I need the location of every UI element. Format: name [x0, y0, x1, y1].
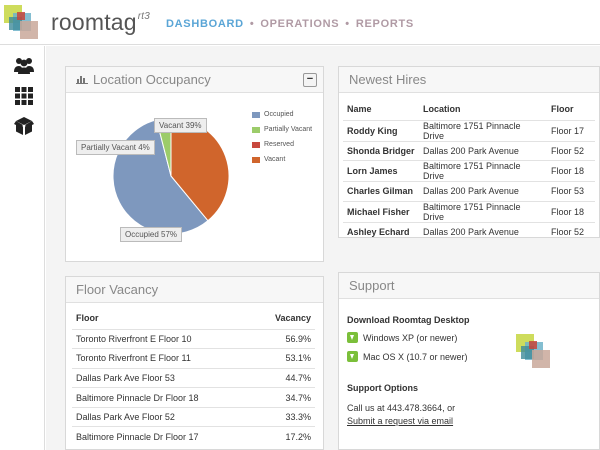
- column-header-floor: Floor: [76, 312, 99, 323]
- hire-name: Charles Gilman: [343, 181, 419, 202]
- legend-swatch: [252, 126, 260, 133]
- support-panel: Support Download Roomtag Desktop Windows…: [338, 272, 600, 450]
- legend-item: Occupied: [252, 107, 312, 122]
- brand-name[interactable]: roomtagrt3: [51, 9, 151, 35]
- hire-name: Ashley Echard: [343, 221, 419, 242]
- top-header: roomtagrt3 DASHBOARD • OPERATIONS • REPORTS: [0, 0, 600, 45]
- table-row[interactable]: Michael Fisher Baltimore 1751 Pinnacle Dr…: [343, 200, 595, 223]
- callout-partially-vacant: Partially Vacant 4%: [76, 140, 155, 155]
- collapse-button[interactable]: −: [303, 73, 317, 87]
- panel-title: Floor Vacancy: [76, 282, 159, 297]
- floor-name: Toronto Riverfront E Floor 11: [72, 348, 254, 369]
- hire-location: Dallas 200 Park Avenue: [419, 181, 547, 202]
- sidebar: [0, 46, 45, 450]
- hire-floor: Floor 18: [547, 160, 595, 182]
- download-heading: Download Roomtag Desktop: [347, 315, 470, 325]
- table-row[interactable]: Shonda Bridger Dallas 200 Park Avenue Floo…: [343, 140, 595, 161]
- hire-location: Dallas 200 Park Avenue: [419, 221, 547, 242]
- hire-floor: Floor 52: [547, 221, 595, 242]
- callout-vacant: Vacant 39%: [154, 118, 207, 133]
- table-row[interactable]: Charles Gilman Dallas 200 Park Avenue Floo…: [343, 181, 595, 202]
- floor-vacancy-panel: Floor Vacancy Floor Vacancy Toronto Rive…: [65, 276, 324, 450]
- floor-name: Baltimore Pinnacle Dr Floor 18: [72, 387, 254, 408]
- panel-header: Support: [339, 273, 599, 299]
- panel-header: Floor Vacancy: [66, 277, 323, 303]
- column-header-floor: Floor: [551, 103, 574, 114]
- legend-item: Reserved: [252, 137, 312, 152]
- newest-hires-panel: Newest Hires Name Location Floor Roddy K…: [338, 66, 600, 242]
- column-header-vacancy: Vacancy: [274, 312, 311, 323]
- dashboard-content: Location Occupancy − Occupied Partially …: [46, 46, 600, 450]
- hire-name: Michael Fisher: [343, 200, 419, 223]
- vacancy-value: 56.9%: [253, 328, 315, 349]
- floor-name: Toronto Riverfront E Floor 10: [72, 328, 254, 349]
- legend-item: Partially Vacant: [252, 122, 312, 137]
- column-header-location: Location: [423, 103, 461, 114]
- table-row[interactable]: Roddy King Baltimore 1751 Pinnacle Drive F…: [343, 119, 595, 141]
- download-windows-link[interactable]: Windows XP (or newer): [363, 333, 458, 343]
- vacancy-table: Floor Vacancy Toronto Riverfront E Floor…: [72, 307, 315, 447]
- submit-request-link[interactable]: Submit a request via email: [347, 416, 454, 426]
- column-header-name: Name: [347, 103, 372, 114]
- nav-dashboard[interactable]: DASHBOARD: [166, 18, 244, 30]
- hire-location: Dallas 200 Park Avenue: [419, 140, 547, 161]
- table-row[interactable]: Baltimore Pinnacle Dr Floor 17 17.2%: [72, 426, 315, 447]
- nav-operations[interactable]: OPERATIONS: [260, 18, 340, 30]
- panel-title: Newest Hires: [349, 72, 427, 87]
- nav-reports[interactable]: REPORTS: [355, 18, 414, 30]
- people-icon[interactable]: [13, 55, 35, 77]
- hire-floor: Floor 53: [547, 181, 595, 202]
- vacancy-value: 34.7%: [253, 387, 315, 408]
- roomtag-logo[interactable]: [4, 4, 46, 40]
- table-row[interactable]: Baltimore Pinnacle Dr Floor 18 34.7%: [72, 387, 315, 408]
- hire-floor: Floor 17: [547, 119, 595, 141]
- vacancy-value: 17.2%: [253, 426, 315, 447]
- hires-table: Name Location Floor Roddy King Baltimore …: [343, 98, 595, 242]
- download-icon[interactable]: [347, 351, 358, 362]
- download-mac-link[interactable]: Mac OS X (10.7 or newer): [363, 352, 468, 362]
- floor-name: Dallas Park Ave Floor 52: [72, 406, 254, 427]
- table-row[interactable]: Dallas Park Ave Floor 53 44.7%: [72, 367, 315, 388]
- floor-name: Dallas Park Ave Floor 53: [72, 367, 254, 388]
- table-row[interactable]: Dallas Park Ave Floor 52 33.3%: [72, 406, 315, 427]
- hire-location: Baltimore 1751 Pinnacle Drive: [419, 200, 547, 223]
- vacancy-value: 44.7%: [253, 367, 315, 388]
- legend-item: Vacant: [252, 152, 312, 167]
- box-icon[interactable]: [13, 115, 35, 137]
- hire-floor: Floor 18: [547, 200, 595, 223]
- panel-header: Location Occupancy −: [66, 67, 323, 93]
- panel-title: Support: [349, 278, 395, 293]
- download-icon[interactable]: [347, 332, 358, 343]
- hire-name: Roddy King: [343, 119, 419, 141]
- table-row[interactable]: Toronto Riverfront E Floor 10 56.9%: [72, 328, 315, 349]
- vacancy-value: 33.3%: [253, 406, 315, 427]
- main-nav: DASHBOARD • OPERATIONS • REPORTS: [166, 18, 414, 30]
- bar-chart-icon: [76, 76, 88, 84]
- hire-name: Shonda Bridger: [343, 140, 419, 161]
- brand-version: rt3: [137, 11, 151, 22]
- floor-name: Baltimore Pinnacle Dr Floor 17: [72, 426, 254, 447]
- legend-swatch: [252, 156, 260, 163]
- table-row[interactable]: Ashley Echard Dallas 200 Park Avenue Floor…: [343, 221, 595, 242]
- panel-title: Location Occupancy: [93, 72, 211, 87]
- panel-header: Newest Hires: [339, 67, 599, 93]
- grid-icon[interactable]: [13, 85, 35, 107]
- table-row[interactable]: Toronto Riverfront E Floor 11 53.1%: [72, 348, 315, 369]
- hire-floor: Floor 52: [547, 140, 595, 161]
- hire-name: Lorn James: [343, 160, 419, 182]
- vacancy-value: 53.1%: [253, 348, 315, 369]
- roomtag-desktop-logo: [516, 334, 550, 368]
- table-row[interactable]: Lorn James Baltimore 1751 Pinnacle Drive F…: [343, 160, 595, 182]
- callout-occupied: Occupied 57%: [120, 227, 183, 242]
- support-options-heading: Support Options: [347, 383, 418, 393]
- legend-swatch: [252, 111, 260, 118]
- hire-location: Baltimore 1751 Pinnacle Drive: [419, 119, 547, 141]
- legend-swatch: [252, 141, 260, 148]
- support-phone-text: Call us at 443.478.3664, or: [347, 403, 456, 413]
- location-occupancy-panel: Location Occupancy − Occupied Partially …: [65, 66, 324, 262]
- hire-location: Baltimore 1751 Pinnacle Drive: [419, 160, 547, 182]
- chart-legend: Occupied Partially Vacant Reserved Vacan…: [252, 107, 312, 167]
